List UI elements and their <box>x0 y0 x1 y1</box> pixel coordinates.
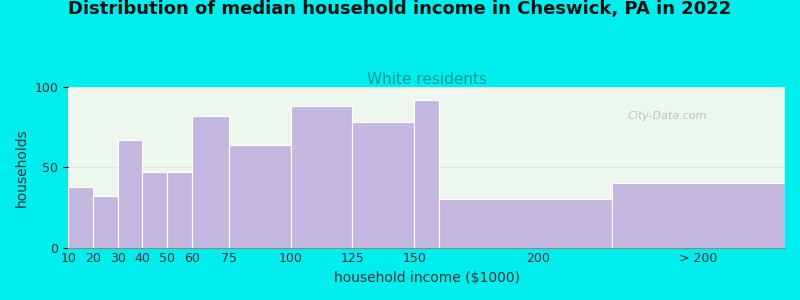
Bar <box>414 100 439 248</box>
Bar <box>353 122 414 248</box>
Bar <box>167 172 192 248</box>
Bar <box>118 140 142 247</box>
Bar <box>290 106 353 247</box>
Bar <box>68 187 93 247</box>
Bar <box>142 172 167 248</box>
Text: Distribution of median household income in Cheswick, PA in 2022: Distribution of median household income … <box>68 0 732 18</box>
Bar <box>439 200 612 247</box>
Bar <box>229 145 290 248</box>
Title: White residents: White residents <box>366 72 486 87</box>
Bar <box>192 116 229 248</box>
X-axis label: household income ($1000): household income ($1000) <box>334 271 519 285</box>
Y-axis label: households: households <box>15 128 29 207</box>
Text: City-Data.com: City-Data.com <box>627 111 706 121</box>
Bar <box>612 183 785 247</box>
Bar <box>93 196 118 248</box>
